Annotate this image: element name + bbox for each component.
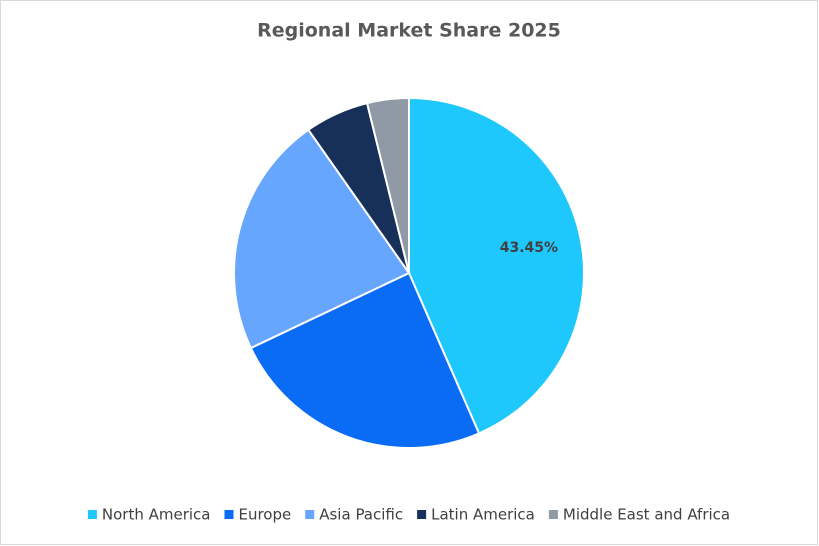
legend-label: North America	[102, 506, 211, 524]
pie-slice	[365, 96, 410, 274]
legend-label: Middle East and Africa	[563, 506, 730, 524]
chart-title: Regional Market Share 2025	[257, 20, 561, 42]
legend-swatch	[305, 510, 315, 519]
legend-label: Asia Pacific	[319, 506, 403, 524]
legend-swatch	[417, 510, 427, 519]
pie-slice	[233, 128, 411, 350]
pie-slice	[408, 96, 585, 435]
legend-swatch	[224, 510, 234, 519]
legend-label: Europe	[238, 506, 291, 524]
legend-swatch	[87, 510, 97, 519]
legend-label: Latin America	[431, 506, 535, 524]
data-label: 43.45%	[500, 240, 558, 256]
pie-slice	[249, 271, 481, 449]
legend: North America Europe Asia Pacific Latin Ame…	[87, 506, 730, 524]
legend-swatch	[548, 510, 558, 519]
pie: 43.45%	[233, 96, 585, 449]
